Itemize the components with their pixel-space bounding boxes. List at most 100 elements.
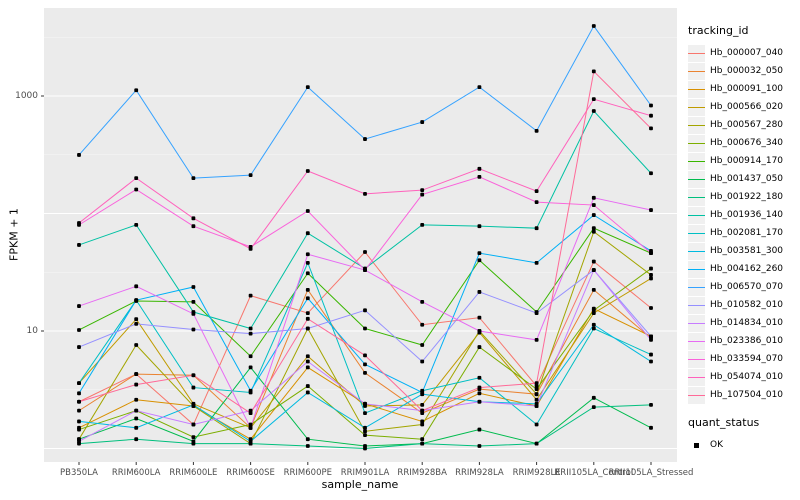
y-tick-label: 1000 [15,90,38,101]
x-tick-label: RRIM928BA [397,468,447,478]
data-point [534,441,539,446]
legend-line-key-icon [688,278,705,296]
data-point [649,103,653,108]
data-point [477,224,482,229]
x-tick-label: RRIM928LE [512,468,561,478]
data-point [591,326,596,331]
legend-line-key-icon [688,152,705,170]
legend-item-label: Hb_000032_050 [710,66,784,76]
x-tick-label: RRIM600LE [169,468,218,478]
legend-item-label: Hb_000566_020 [710,102,784,112]
data-point [363,401,367,406]
legend-item-label: Hb_000914_170 [710,156,784,166]
x-tick-label: RRII105LA_Control [554,468,634,478]
data-point [420,419,425,424]
legend-item-Hb_000914_170: Hb_000914_170 [688,152,800,170]
legend-item-label: Hb_010582_010 [710,300,784,310]
data-point [305,316,310,321]
data-point [305,311,310,316]
data-point [77,243,81,247]
data-point [134,317,139,322]
data-point [420,222,425,227]
data-point [534,381,539,386]
data-point [534,311,539,316]
data-point [134,176,139,181]
data-point [363,326,367,331]
data-point [77,304,81,308]
legend-title-tracking-id: tracking_id [688,24,749,37]
data-point [363,137,367,141]
data-point [305,437,310,442]
data-point [77,381,81,386]
data-point [363,353,367,358]
data-point [591,109,596,113]
data-point [420,408,425,413]
data-point [305,231,310,236]
legend-item-Hb_010582_010: Hb_010582_010 [688,296,800,314]
data-point [191,224,196,229]
legend-item-Hb_006570_070: Hb_006570_070 [688,278,800,296]
data-point [477,315,482,320]
data-point [649,334,653,339]
data-point [591,287,596,292]
legend-line-key-icon [688,62,705,80]
data-point [649,352,653,357]
y-axis-title: FPKM + 1 [7,208,21,261]
legend-item-Hb_000091_100: Hb_000091_100 [688,80,800,98]
data-point [591,226,596,231]
x-axis-title: sample_name [321,478,399,491]
legend-item-label: Hb_054074_010 [710,372,784,382]
legend-item-label: Hb_006570_070 [710,282,784,292]
data-point [591,268,596,272]
data-point [477,399,482,404]
data-point [191,327,196,332]
data-point [305,326,310,331]
data-point [649,113,653,118]
data-point [591,395,596,400]
legend-item-label: Hb_000007_040 [710,48,784,58]
data-point [134,187,139,192]
legend-item-Hb_000566_020: Hb_000566_020 [688,98,800,116]
data-point [420,322,425,327]
data-point [534,392,539,397]
data-point [591,203,596,207]
legend-item-Hb_107504_010: Hb_107504_010 [688,386,800,404]
data-point [477,290,482,294]
legend-item-Hb_000567_280: Hb_000567_280 [688,116,800,134]
data-point [77,439,81,444]
data-point [363,250,367,254]
legend-item-label: Hb_000567_280 [710,120,784,130]
data-point [248,411,253,416]
legend-item-label: Hb_023386_010 [710,336,784,346]
data-point [191,435,196,440]
data-point [534,337,539,342]
legend-item-quant-OK: OK [688,436,800,454]
data-point [591,213,596,217]
data-point [305,365,310,370]
data-point [649,273,653,277]
data-point [591,97,596,102]
data-point [248,173,253,178]
legend-item-Hb_001936_140: Hb_001936_140 [688,206,800,224]
x-tick-label: RRIM600PE [283,468,332,478]
legend-line-key-icon [688,314,705,332]
legend-item-Hb_003581_300: Hb_003581_300 [688,242,800,260]
legend-item-Hb_000676_340: Hb_000676_340 [688,134,800,152]
data-point [191,402,196,407]
legend-item-Hb_001922_180: Hb_001922_180 [688,188,800,206]
data-point [477,166,482,171]
data-point [363,308,367,313]
data-point [248,354,253,359]
x-tick-label: RRIM928LA [455,468,504,478]
data-point [191,216,196,221]
legend-line-key-icon [688,98,705,116]
data-point [134,372,139,376]
data-point [534,128,539,133]
data-point [305,444,310,448]
data-point [363,433,367,438]
data-point [134,88,139,93]
data-point [134,284,139,289]
data-point [305,384,310,388]
data-point [363,268,367,272]
legend-item-Hb_001437_050: Hb_001437_050 [688,170,800,188]
